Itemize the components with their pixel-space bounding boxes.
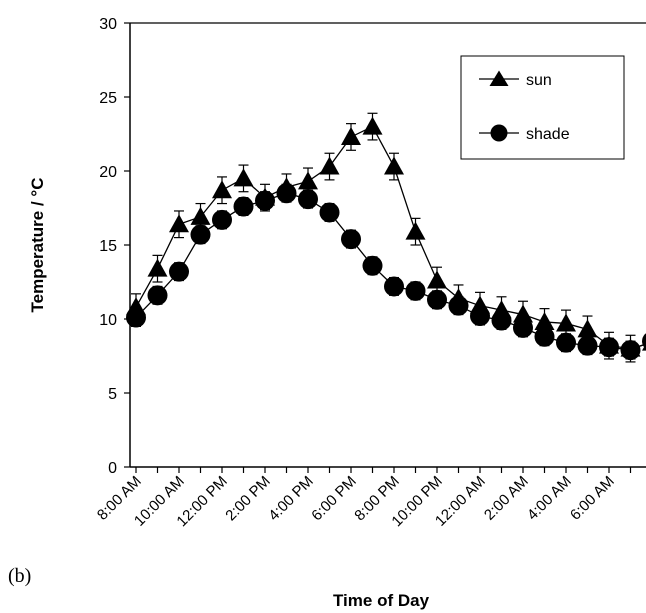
data-point-shade — [147, 285, 168, 306]
series-layer — [126, 112, 646, 363]
series-line-sun — [135, 125, 646, 350]
panel-label: (b) — [8, 565, 31, 587]
data-point-shade — [190, 224, 211, 245]
data-point-shade — [491, 310, 512, 331]
data-point-shade — [448, 295, 469, 316]
data-point-sun — [513, 304, 533, 323]
data-point-shade — [212, 209, 232, 230]
data-point-shade — [319, 202, 340, 223]
x-tick-label: 4:00 AM — [524, 473, 575, 524]
data-point-sun — [362, 116, 383, 135]
y-axis-title: Temperature / °C — [28, 178, 47, 313]
data-point-shade — [298, 189, 318, 210]
data-point-sun — [405, 221, 426, 240]
data-point-sun — [233, 168, 254, 187]
legend-label-shade: shade — [526, 126, 570, 143]
data-point-sun — [556, 313, 576, 332]
data-point-sun — [298, 171, 318, 190]
data-point-shade — [276, 183, 297, 204]
data-point-shade — [577, 335, 598, 356]
data-point-sun — [147, 258, 168, 277]
x-tick-label: 2:00 AM — [481, 473, 532, 524]
data-point-sun — [212, 180, 232, 199]
legend: sun shade — [460, 55, 625, 160]
data-point-shade — [599, 337, 619, 358]
data-point-sun — [190, 206, 211, 225]
data-point-shade — [126, 307, 146, 328]
legend-label-sun: sun — [526, 72, 552, 89]
x-tick-label: 6:00 PM — [308, 473, 360, 525]
data-point-sun — [341, 126, 361, 145]
y-tick-label: 30 — [99, 16, 117, 33]
data-point-sun — [427, 270, 447, 289]
y-tick-label: 10 — [99, 312, 117, 329]
data-point-shade — [513, 317, 533, 338]
data-point-shade — [169, 261, 189, 282]
data-point-shade — [384, 276, 404, 297]
data-point-sun — [169, 214, 189, 233]
y-tick-label: 25 — [99, 90, 117, 107]
data-point-sun — [577, 319, 598, 338]
data-point-shade — [620, 340, 641, 361]
data-point-shade — [233, 196, 254, 217]
data-point-shade — [534, 326, 555, 347]
y-tick-label: 15 — [99, 238, 117, 255]
x-tick-label: 6:00 AM — [567, 473, 618, 524]
data-point-sun — [534, 311, 555, 330]
data-point-shade — [255, 190, 275, 211]
legend-marker-sun — [489, 70, 509, 86]
data-point-shade — [405, 280, 426, 301]
legend-box — [460, 55, 625, 160]
x-tick-label: 4:00 PM — [265, 473, 317, 525]
data-point-sun — [319, 156, 340, 175]
data-point-shade — [362, 255, 383, 276]
y-tick-label: 5 — [108, 386, 117, 403]
data-point-shade — [470, 306, 490, 327]
y-tick-label: 0 — [108, 460, 117, 477]
y-tick-label: 20 — [99, 164, 117, 181]
data-point-shade — [427, 289, 447, 310]
x-tick-label: 2:00 PM — [222, 473, 274, 525]
data-point-shade — [642, 333, 646, 350]
data-point-sun — [384, 156, 404, 175]
data-point-shade — [556, 332, 576, 353]
legend-marker-shade — [490, 124, 508, 142]
y-axis-ticks: 0 5 10 15 20 25 30 — [99, 16, 130, 477]
data-point-shade — [341, 229, 361, 250]
x-axis-title: Time of Day — [333, 591, 430, 610]
series-shade — [126, 183, 646, 361]
